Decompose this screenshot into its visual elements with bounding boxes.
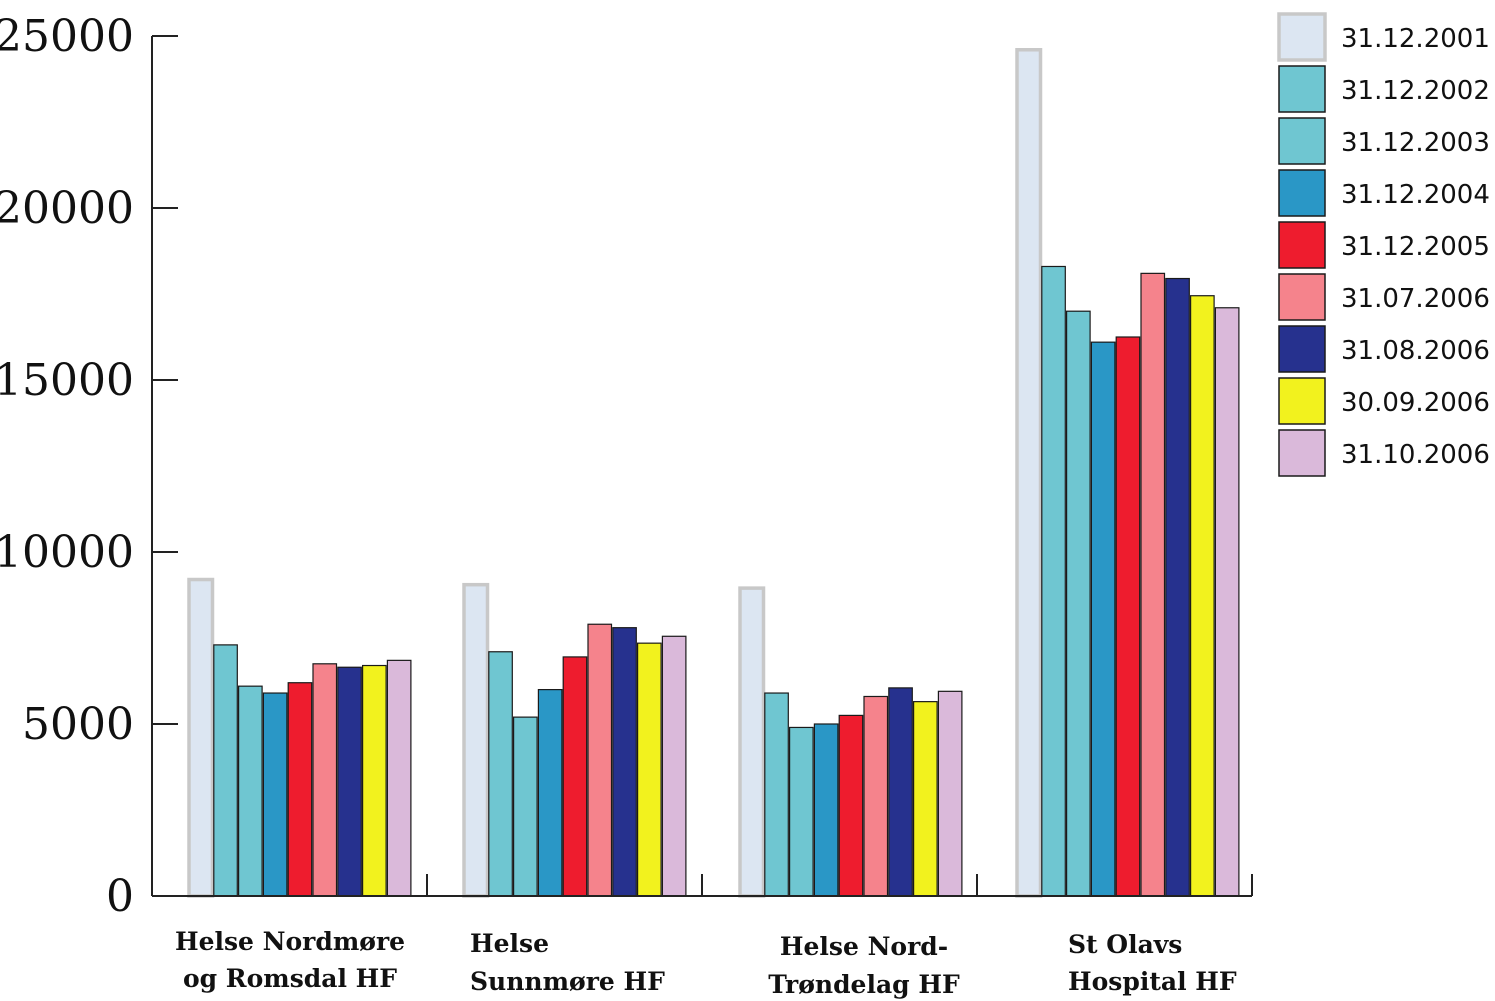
legend-label: 31.12.2004 <box>1341 180 1490 210</box>
bar <box>562 656 588 897</box>
bar <box>764 692 789 897</box>
legend-label: 31.08.2006 <box>1341 336 1490 366</box>
legend-swatch <box>1278 377 1326 425</box>
legend: 31.12.2001 31.12.2002 31.12.2003 31.12.2004… <box>1277 12 1490 477</box>
bar <box>312 663 338 897</box>
bar <box>888 687 913 897</box>
x-category-label-line: Trøndelag HF <box>768 970 960 999</box>
legend-label: 31.12.2001 <box>1341 24 1490 54</box>
legend-item: 31.07.2006 <box>1278 273 1490 321</box>
bar <box>863 695 889 897</box>
bar <box>612 627 637 897</box>
bar <box>287 682 313 897</box>
y-tick-label: 10000 <box>0 527 134 578</box>
legend-item: 31.12.2002 <box>1278 65 1490 113</box>
x-category-label: Helse Sunnmøre HF <box>470 929 665 996</box>
bar <box>1165 277 1190 897</box>
bar <box>262 692 288 897</box>
legend-label: 31.12.2002 <box>1341 76 1490 106</box>
legend-item: 30.09.2006 <box>1278 377 1490 425</box>
x-category-label-line: og Romsdal HF <box>183 964 397 993</box>
bar <box>537 688 563 897</box>
bar <box>636 642 662 897</box>
x-category-label: Helse Nord- Trøndelag HF <box>768 932 960 999</box>
x-category-label-line: Hospital HF <box>1068 967 1237 996</box>
y-tick-label: 25000 <box>0 11 134 62</box>
bar <box>738 586 766 898</box>
bar <box>362 664 387 897</box>
bar <box>1065 310 1091 897</box>
bar <box>213 644 238 897</box>
bar <box>813 723 839 897</box>
legend-swatch <box>1277 12 1327 62</box>
legend-swatch <box>1278 169 1326 217</box>
bar <box>587 623 613 897</box>
y-tick-label: 0 <box>106 871 134 922</box>
bars <box>187 48 1240 898</box>
legend-item: 31.08.2006 <box>1278 325 1490 373</box>
bar <box>1140 272 1166 897</box>
bar <box>1189 295 1215 897</box>
bar <box>238 685 263 897</box>
legend-item: 31.12.2001 <box>1277 12 1490 62</box>
legend-label: 31.07.2006 <box>1341 284 1490 314</box>
bar <box>912 701 938 897</box>
legend-label: 31.12.2005 <box>1341 232 1490 262</box>
legend-swatch <box>1278 65 1326 113</box>
y-axis: 0 5000 10000 15000 20000 25000 <box>0 11 178 922</box>
x-category-label-line: Helse Nord- <box>780 932 948 961</box>
bar <box>488 651 513 897</box>
bar <box>386 659 412 897</box>
legend-swatch <box>1278 221 1326 269</box>
legend-label: 30.09.2006 <box>1341 388 1490 418</box>
bar <box>661 635 687 897</box>
legend-item: 31.12.2003 <box>1278 117 1490 165</box>
x-category-label: St Olavs Hospital HF <box>1068 930 1237 996</box>
bar-group <box>187 577 412 898</box>
legend-swatch <box>1278 325 1326 373</box>
bar-group <box>738 586 963 898</box>
legend-label: 31.10.2006 <box>1341 440 1490 470</box>
legend-item: 31.12.2004 <box>1278 169 1490 217</box>
x-category-label-line: St Olavs <box>1068 930 1182 959</box>
bar <box>512 716 538 897</box>
bar <box>337 666 362 897</box>
x-category-label: Helse Nordmøre og Romsdal HF <box>175 927 405 993</box>
bar <box>1015 48 1043 898</box>
bar-group <box>1015 48 1240 898</box>
x-axis: Helse Nordmøre og Romsdal HF Helse Sunnmøre… <box>152 874 1253 999</box>
bar <box>937 690 963 897</box>
y-tick-label: 5000 <box>22 699 134 750</box>
legend-item: 31.12.2005 <box>1278 221 1490 269</box>
legend-swatch <box>1278 429 1326 477</box>
legend-item: 31.10.2006 <box>1278 429 1490 477</box>
bar <box>838 714 864 897</box>
legend-swatch <box>1278 273 1326 321</box>
bar <box>1041 265 1066 897</box>
bar <box>187 577 215 898</box>
bar <box>1214 307 1240 897</box>
bar <box>1090 341 1116 897</box>
x-category-label-line: Helse Nordmøre <box>175 927 405 956</box>
bar <box>1115 336 1141 897</box>
legend-swatch <box>1278 117 1326 165</box>
bar <box>462 582 490 898</box>
legend-label: 31.12.2003 <box>1341 128 1490 158</box>
bar-group <box>462 582 687 898</box>
y-tick-label: 15000 <box>0 355 134 406</box>
x-category-label-line: Helse <box>470 929 549 958</box>
bar <box>788 726 814 897</box>
y-tick-label: 20000 <box>0 183 134 234</box>
x-category-label-line: Sunnmøre HF <box>470 967 665 996</box>
